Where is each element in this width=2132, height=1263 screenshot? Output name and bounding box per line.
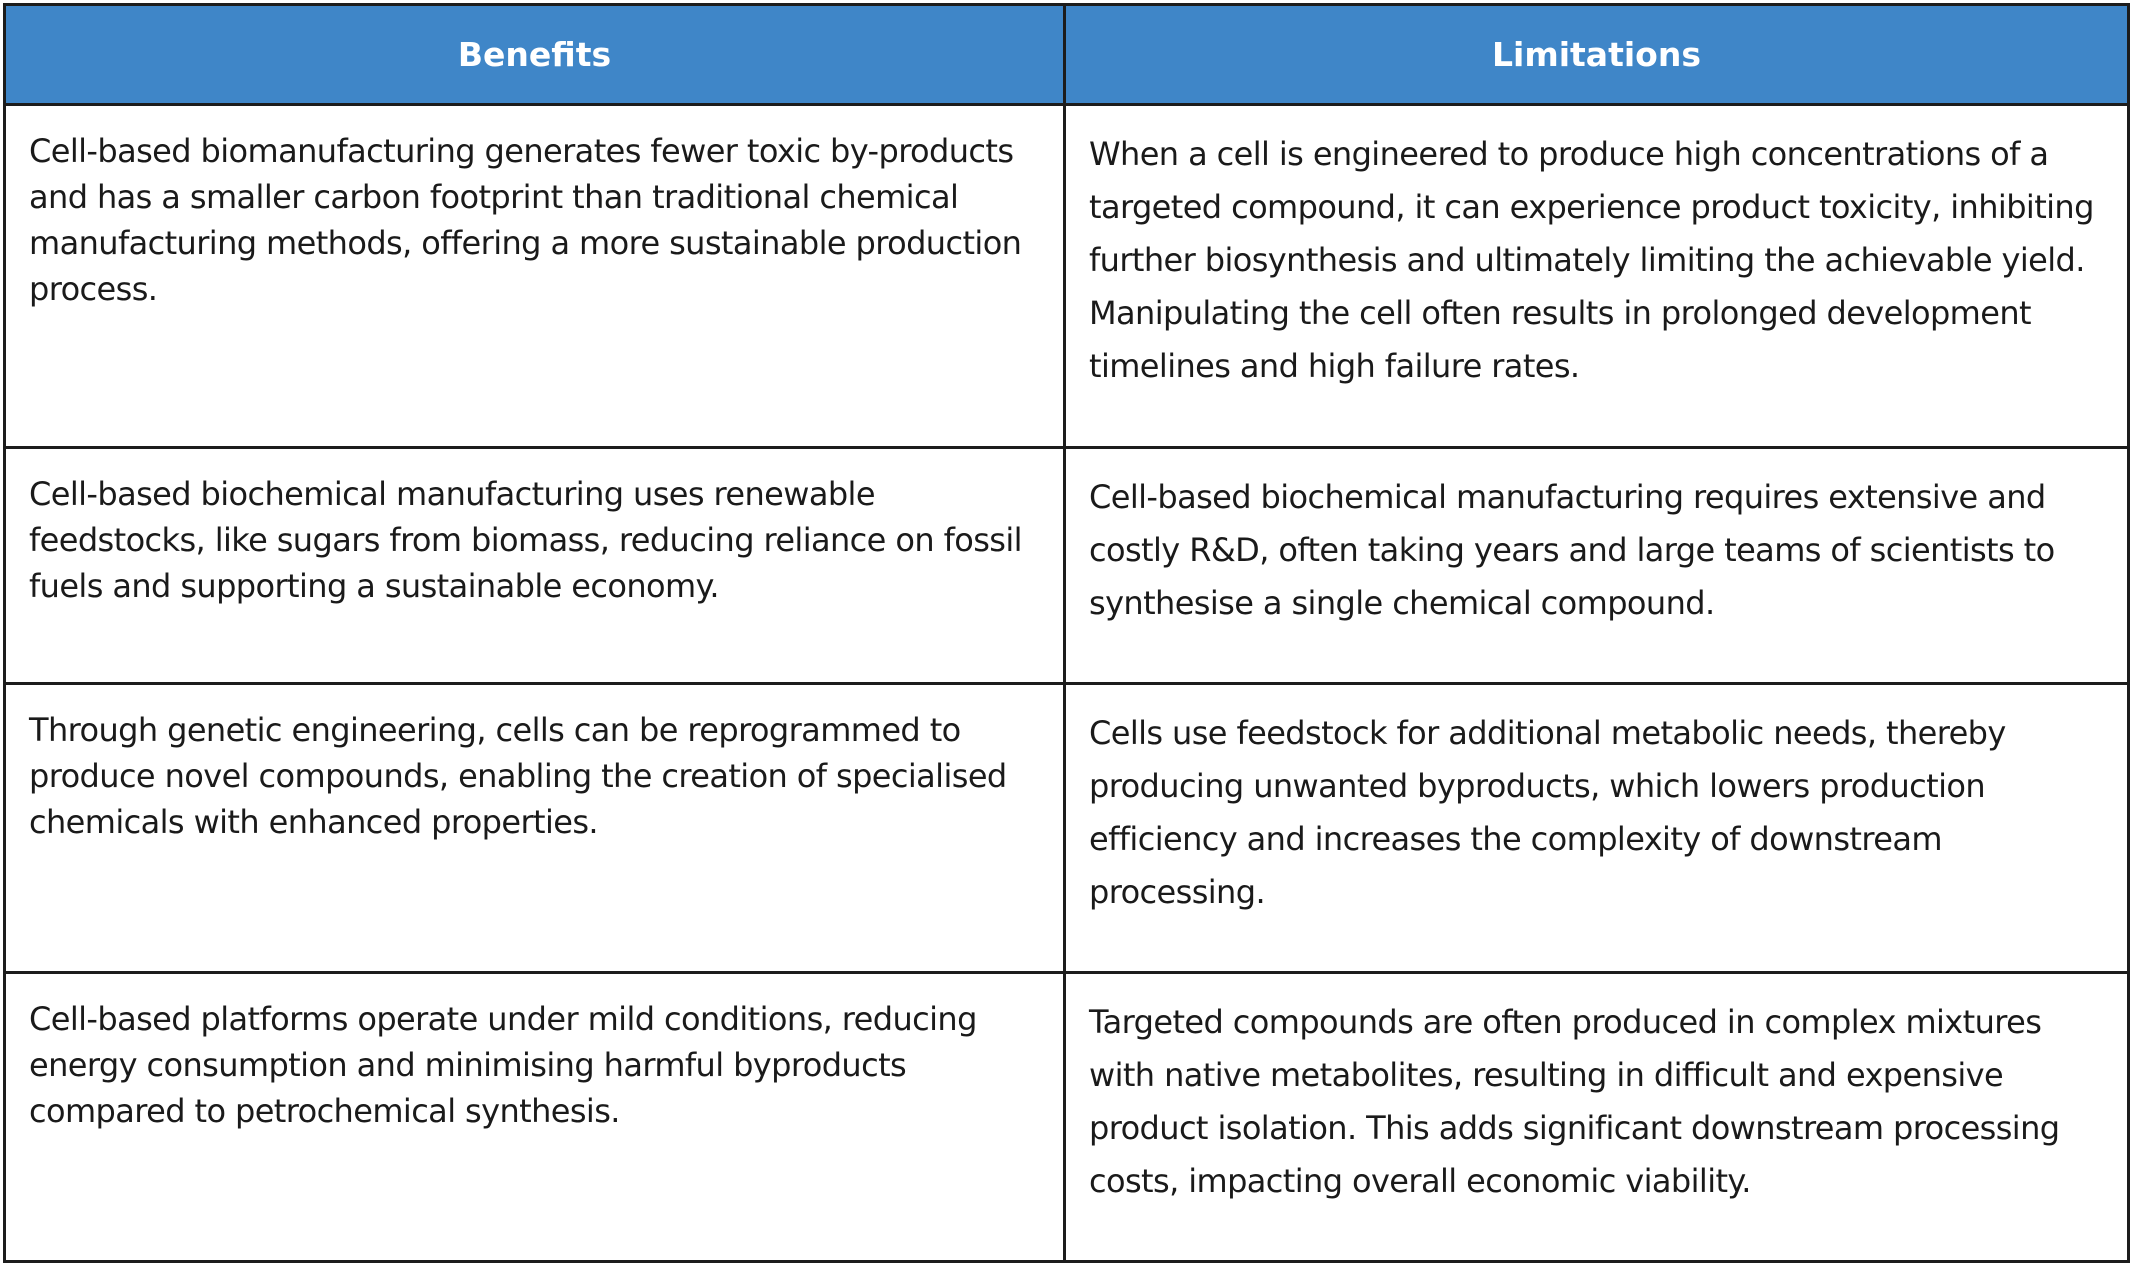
limitations-header: Limitations — [1063, 3, 2130, 106]
table-header-row: Benefits Limitations — [3, 3, 2130, 106]
comparison-table-container: Benefits Limitations Cell-based biomanuf… — [3, 3, 2130, 1263]
benefit-cell: Cell-based platforms operate under mild … — [3, 971, 1066, 1263]
benefits-limitations-table: Benefits Limitations Cell-based biomanuf… — [3, 3, 2130, 1263]
table-row: Cell-based platforms operate under mild … — [3, 971, 2130, 1263]
limitation-cell: Targeted compounds are often produced in… — [1063, 971, 2130, 1263]
benefit-cell: Cell-based biochemical manufacturing use… — [3, 446, 1066, 685]
limitation-cell: Cells use feedstock for additional metab… — [1063, 682, 2130, 974]
benefit-cell: Through genetic engineering, cells can b… — [3, 682, 1066, 974]
table-row: Cell-based biomanufacturing generates fe… — [3, 103, 2130, 449]
limitation-cell: When a cell is engineered to produce hig… — [1063, 103, 2130, 449]
benefit-cell: Cell-based biomanufacturing generates fe… — [3, 103, 1066, 449]
table-row: Cell-based biochemical manufacturing use… — [3, 446, 2130, 685]
limitation-cell: Cell-based biochemical manufacturing req… — [1063, 446, 2130, 685]
table-row: Through genetic engineering, cells can b… — [3, 682, 2130, 974]
benefits-header: Benefits — [3, 3, 1066, 106]
